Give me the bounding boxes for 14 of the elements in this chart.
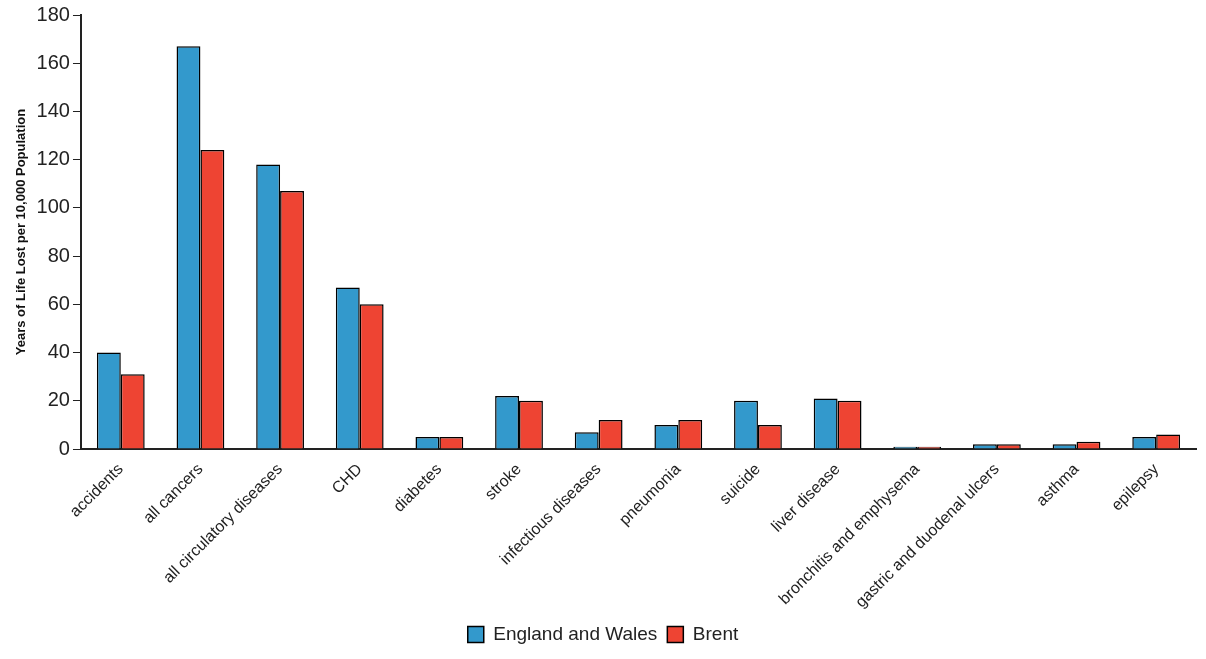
y-tick-label: 120 [36,147,70,170]
x-tick-label: CHD [328,460,365,497]
legend-label: Brent [692,622,739,644]
y-tick-label: 160 [36,50,70,73]
y-tick-label: 180 [36,2,70,25]
y-tick-label: 140 [36,98,70,121]
y-tick-label: 100 [36,195,70,218]
y-tick-label: 80 [47,243,70,266]
legend-label: England and Wales [493,622,658,644]
y-axis-title: Years of Life Lost per 10,000 Population [13,108,29,356]
y-tick-label: 40 [47,340,70,363]
y-tick-label: 20 [47,388,70,411]
y-tick-label: 0 [58,436,70,459]
y-tick-label: 60 [47,291,70,314]
